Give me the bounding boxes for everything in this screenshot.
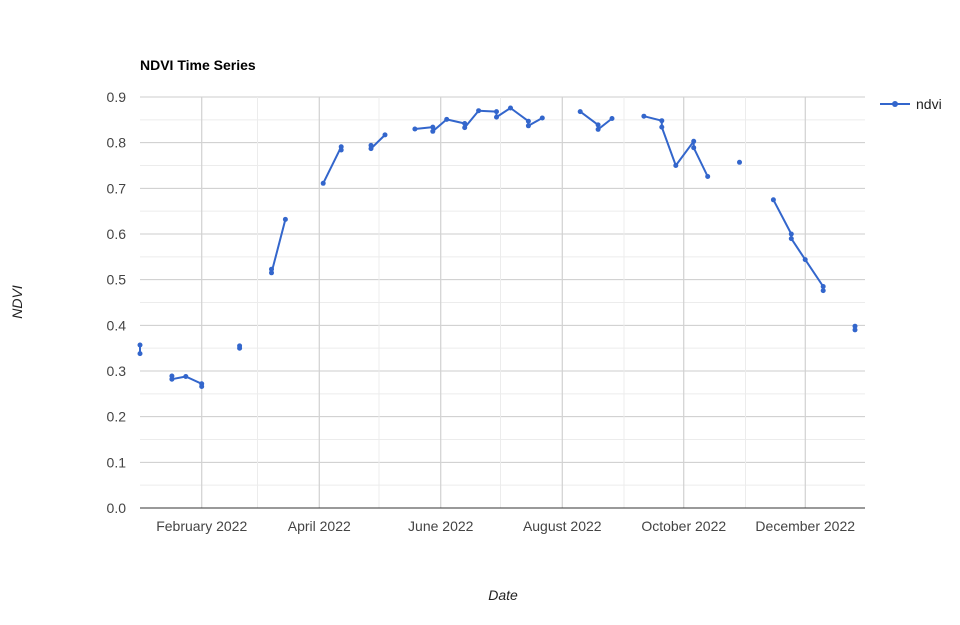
y-tick-label: 0.7 — [107, 180, 127, 196]
data-point — [444, 116, 450, 122]
data-point — [539, 115, 545, 121]
data-point — [852, 323, 858, 329]
data-point — [788, 236, 794, 242]
data-point — [183, 374, 189, 379]
data-point — [368, 146, 374, 152]
data-point — [659, 118, 665, 124]
data-point — [525, 118, 531, 124]
y-tick-label: 0.1 — [107, 454, 127, 470]
data-point — [691, 138, 697, 144]
legend[interactable]: ndvi — [880, 96, 942, 112]
chart-title: NDVI Time Series — [140, 57, 256, 73]
data-point — [338, 147, 344, 153]
data-point — [169, 376, 175, 382]
data-point — [659, 124, 665, 130]
data-point — [609, 116, 615, 121]
data-point — [137, 351, 143, 357]
data-point — [737, 159, 742, 165]
y-tick-label: 0.4 — [107, 317, 127, 333]
y-axis-label: NDVI — [9, 285, 25, 319]
data-point — [282, 216, 288, 222]
x-axis-label: Date — [488, 587, 518, 603]
y-tick-label: 0.2 — [107, 409, 127, 425]
y-axis-ticks: 0.0 0.1 0.2 0.3 0.4 0.5 0.6 0.7 0.8 0.9 — [107, 89, 127, 516]
data-point — [691, 145, 697, 151]
y-tick-label: 0.3 — [107, 363, 127, 379]
data-point — [788, 231, 794, 237]
data-point — [199, 384, 205, 389]
data-point — [320, 180, 326, 186]
data-point — [269, 270, 274, 276]
data-point — [462, 125, 468, 131]
data-point — [820, 288, 826, 294]
x-tick-label: August 2022 — [523, 518, 602, 534]
legend-marker — [892, 101, 898, 107]
y-tick-label: 0.8 — [107, 135, 127, 151]
data-point — [525, 123, 531, 129]
x-axis-ticks: February 2022 April 2022 June 2022 August 2… — [156, 518, 855, 534]
y-tick-label: 0.9 — [107, 89, 127, 105]
x-tick-label: February 2022 — [156, 518, 247, 534]
y-tick-label: 0.0 — [107, 500, 127, 516]
x-tick-label: December 2022 — [755, 518, 855, 534]
data-point — [705, 174, 711, 179]
data-point — [595, 126, 601, 132]
legend-label-ndvi: ndvi — [916, 96, 942, 112]
data-point — [577, 109, 583, 115]
data-point — [641, 113, 647, 119]
data-point — [382, 132, 388, 138]
data-point — [237, 345, 243, 351]
x-tick-label: June 2022 — [408, 518, 474, 534]
data-point — [508, 105, 513, 111]
y-tick-label: 0.5 — [107, 272, 127, 288]
data-point — [269, 266, 274, 272]
data-point — [820, 284, 826, 289]
data-point — [494, 114, 499, 120]
data-point — [770, 197, 776, 203]
x-tick-label: October 2022 — [641, 518, 726, 534]
data-point — [137, 342, 143, 348]
data-point — [673, 163, 679, 168]
x-tick-label: April 2022 — [288, 518, 351, 534]
data-point — [595, 122, 601, 128]
data-point — [802, 257, 808, 263]
series-ndvi — [137, 105, 858, 389]
data-point — [494, 109, 499, 115]
data-point — [852, 327, 858, 333]
data-point — [430, 128, 436, 134]
data-point — [430, 124, 436, 130]
data-point — [412, 126, 418, 132]
data-point — [462, 121, 468, 126]
data-point — [476, 108, 482, 114]
y-tick-label: 0.6 — [107, 226, 127, 242]
